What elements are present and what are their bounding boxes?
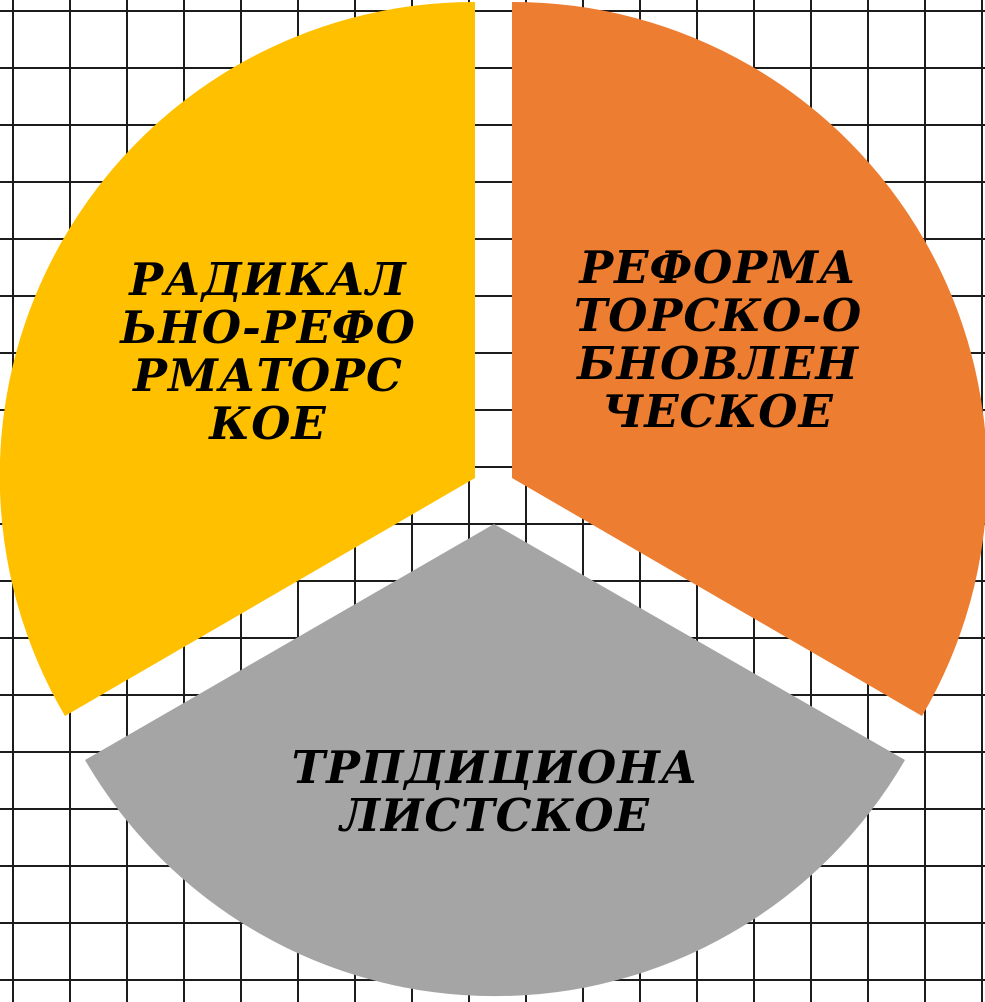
segment-left-label: РАДИКАЛЬНО-РЕФОРМАТОРСКОЕ [120, 253, 416, 450]
segment-left [0, 1, 475, 716]
segment-bottom [85, 524, 905, 997]
segment-right [512, 1, 985, 716]
segment-bottom-label: ТРПДИЦИОНАЛИСТСКОЕ [291, 741, 699, 842]
segment-right-label: РЕФОРМАТОРСКО-ОБНОВЛЕНЧЕСКОЕ [573, 241, 863, 438]
